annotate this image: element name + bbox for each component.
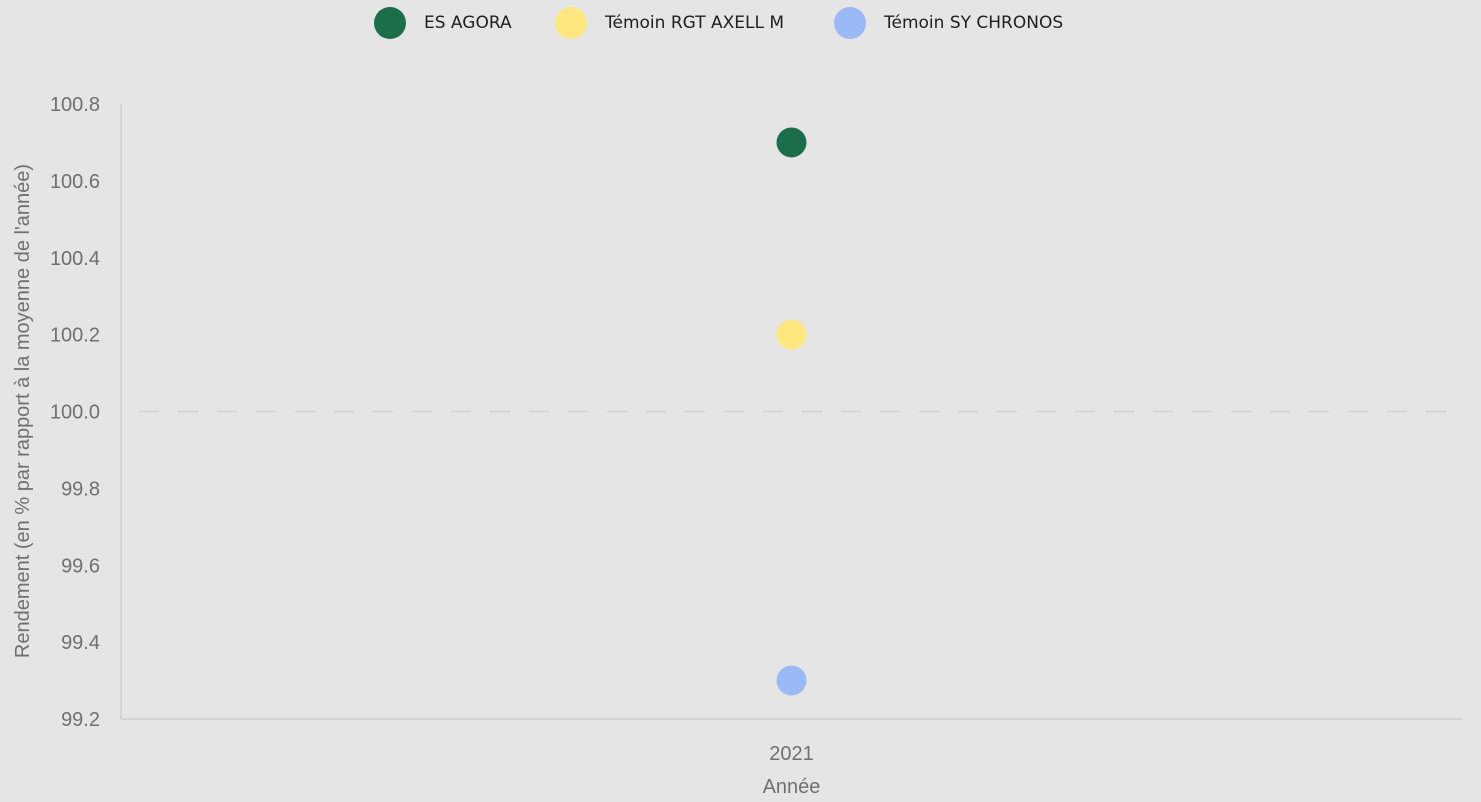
legend-swatch-es-agora: [374, 7, 406, 39]
y-tick-label: 99.2: [61, 709, 100, 731]
data-point[interactable]: [776, 319, 807, 350]
y-tick-label: 99.8: [61, 478, 100, 500]
y-tick-label: 99.6: [61, 555, 100, 577]
legend-swatch-temoin-rgt-axell-m: [555, 7, 587, 39]
chart-legend: ES AGORA Témoin RGT AXELL M Témoin SY CH…: [0, 7, 1481, 39]
y-tick-label: 100.0: [50, 402, 100, 424]
legend-swatch-temoin-sy-chronos: [834, 7, 866, 39]
data-point[interactable]: [776, 127, 807, 158]
y-tick-label: 100.2: [50, 325, 100, 347]
y-tick-label: 100.4: [50, 248, 100, 270]
data-point[interactable]: [776, 665, 807, 696]
legend-item-es-agora[interactable]: ES AGORA: [374, 7, 512, 39]
y-axis-label: Rendement (en % par rapport à la moyenne…: [12, 164, 34, 658]
y-tick-label: 99.4: [61, 632, 100, 654]
legend-label: Témoin RGT AXELL M: [605, 13, 785, 33]
y-tick-label: 100.8: [50, 94, 100, 116]
legend-item-temoin-sy-chronos[interactable]: Témoin SY CHRONOS: [834, 7, 1063, 39]
y-tick-label: 100.6: [50, 171, 100, 193]
legend-label: ES AGORA: [424, 13, 512, 33]
legend-label: Témoin SY CHRONOS: [884, 13, 1064, 33]
legend-item-temoin-rgt-axell-m[interactable]: Témoin RGT AXELL M: [555, 7, 784, 39]
x-axis-label: Année: [763, 776, 821, 798]
x-tick-label: 2021: [769, 743, 814, 765]
